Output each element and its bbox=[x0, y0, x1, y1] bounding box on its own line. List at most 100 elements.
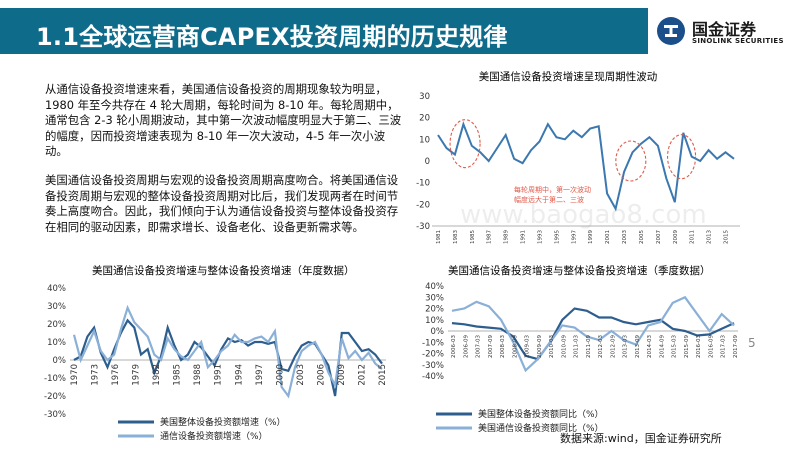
x-tick-label: 2003 bbox=[622, 230, 628, 244]
series-line-2 bbox=[72, 304, 383, 399]
y-tick-label: -30 bbox=[416, 222, 430, 232]
x-tick-label: 2016-09 bbox=[709, 335, 715, 358]
x-tick-label: 1970 bbox=[70, 364, 80, 386]
x-tick-label: 1981 bbox=[436, 230, 442, 244]
x-tick-label: 2008-09 bbox=[512, 335, 518, 358]
x-tick-label: 2011 bbox=[690, 230, 696, 244]
x-tick-label: 2012 bbox=[358, 364, 368, 386]
legend-label-1: 美国整体设备投资额增速（%） bbox=[160, 416, 286, 428]
y-tick-label: 40% bbox=[47, 284, 66, 294]
y-tick-label: -40% bbox=[422, 372, 444, 382]
x-tick-label: 1987 bbox=[487, 230, 493, 244]
x-tick-label: 1976 bbox=[111, 364, 121, 386]
series-line-2 bbox=[451, 295, 735, 373]
header: 1.1全球运营商CAPEX投资周期的历史规律 国金证券 SINOLINK SEC… bbox=[0, 0, 800, 62]
x-tick-label: 2012-09 bbox=[610, 335, 616, 358]
logo-text-cn: 国金证券 bbox=[692, 20, 757, 39]
x-tick-label: 2007-09 bbox=[488, 335, 494, 358]
y-tick-label: -20% bbox=[422, 350, 444, 360]
y-tick-label: 20% bbox=[47, 320, 66, 330]
x-tick-label: 2001 bbox=[605, 230, 611, 244]
annotation-text-line-1: 每轮周期中，第一次波动 bbox=[514, 185, 591, 194]
x-tick-label: 2009-03 bbox=[525, 335, 531, 358]
y-tick-label: 20% bbox=[425, 305, 444, 315]
y-tick-label: -30% bbox=[44, 410, 66, 420]
body-paragraph-2: 美国通信设备投资周期与宏观的设备投资周期高度吻合。将美国通信设备投资周期与宏观的… bbox=[45, 173, 399, 234]
y-tick-label: -30% bbox=[422, 361, 444, 371]
x-tick-label: 2009-09 bbox=[537, 335, 543, 358]
y-tick-label: 10% bbox=[425, 316, 444, 326]
x-tick-label: 1985 bbox=[470, 230, 476, 244]
company-logo: 国金证券 SINOLINK SECURITIES bbox=[656, 14, 796, 50]
x-tick-label: 2008-03 bbox=[500, 335, 506, 358]
x-tick-label: 2013-03 bbox=[623, 335, 629, 358]
chart-title: 美国通信设备投资增速呈现周期性波动 bbox=[479, 70, 658, 83]
x-tick-label: 2009 bbox=[337, 364, 347, 386]
x-tick-label: 1995 bbox=[554, 230, 560, 244]
page-title: 1.1全球运营商CAPEX投资周期的历史规律 bbox=[36, 23, 508, 51]
y-tick-label: -20 bbox=[416, 200, 430, 210]
x-tick-label: 2017-03 bbox=[721, 335, 727, 358]
x-tick-label: 2011-03 bbox=[574, 335, 580, 358]
x-tick-label: 2009 bbox=[673, 230, 679, 244]
x-tick-label: 2016-03 bbox=[696, 335, 702, 358]
y-tick-label: 30% bbox=[47, 302, 66, 312]
x-tick-label: 1973 bbox=[91, 364, 101, 386]
y-tick-label: 20 bbox=[419, 114, 430, 124]
y-tick-label: -10% bbox=[44, 374, 66, 384]
chart-title: 美国通信设备投资增速与整体设备投资增速（年度数据） bbox=[92, 264, 355, 277]
y-tick-label: -10 bbox=[416, 179, 430, 189]
series-line bbox=[437, 121, 735, 212]
series-line-1 bbox=[451, 307, 735, 361]
logo-mark-icon bbox=[657, 17, 685, 45]
y-tick-label: -20% bbox=[44, 392, 66, 402]
x-tick-label: 2000 bbox=[275, 364, 285, 386]
chart-quarterly: 美国通信设备投资增速与整体设备投资增速（季度数据） 40%30% 20%10%0% -… bbox=[422, 264, 739, 434]
annotation-circle bbox=[615, 140, 647, 182]
x-tick-label: 1993 bbox=[538, 230, 544, 244]
x-tick-label: 2017-09 bbox=[733, 335, 739, 358]
x-tick-label: 1982 bbox=[152, 364, 162, 386]
page-number: 5 bbox=[748, 336, 756, 350]
x-tick-label: 1991 bbox=[521, 230, 527, 244]
x-tick-label: 2007 bbox=[656, 230, 662, 244]
x-tick-label: 1997 bbox=[255, 364, 265, 386]
x-tick-label: 2015-03 bbox=[672, 335, 678, 358]
y-tick-label: 0% bbox=[431, 327, 445, 337]
x-tick-label: 2005 bbox=[639, 230, 645, 244]
x-tick-label: 1988 bbox=[193, 364, 203, 386]
body-paragraph-1: 从通信设备投资增速来看，美国通信设备投资的周期现象较为明显，1980 年至今共存… bbox=[45, 82, 402, 158]
x-tick-label: 2015-09 bbox=[684, 335, 690, 358]
x-tick-label: 1991 bbox=[214, 364, 224, 386]
x-tick-label: 1994 bbox=[234, 364, 244, 386]
x-tick-label: 1983 bbox=[453, 230, 459, 244]
y-tick-label: 40% bbox=[425, 282, 444, 292]
x-tick-label: 2010-09 bbox=[561, 335, 567, 358]
x-tick-label: 2014-03 bbox=[647, 335, 653, 358]
x-tick-label: 2014-09 bbox=[659, 335, 665, 358]
legend-label-2: 美国通信设备投资额同比（%） bbox=[478, 422, 604, 434]
x-tick-label: 2006-03 bbox=[451, 335, 457, 358]
x-tick-label: 2006 bbox=[316, 364, 326, 386]
x-tick-label: 2013 bbox=[707, 230, 713, 244]
x-tick-label: 2013-09 bbox=[635, 335, 641, 358]
x-tick-label: 2015 bbox=[724, 230, 730, 244]
y-tick-label: 0% bbox=[53, 356, 67, 366]
y-tick-label: 30% bbox=[425, 293, 444, 303]
x-tick-label: 1979 bbox=[132, 364, 142, 386]
x-tick-label: 2010-03 bbox=[549, 335, 555, 358]
x-tick-label: 1997 bbox=[571, 230, 577, 244]
x-tick-label: 1989 bbox=[504, 230, 510, 244]
chart-cycle: 美国通信设备投资增速呈现周期性波动 30 20 10 0 -10 -20 -30 1981 198… bbox=[416, 70, 740, 244]
x-tick-label: 1999 bbox=[588, 230, 594, 244]
x-tick-label: 2012-03 bbox=[598, 335, 604, 358]
y-tick-label: 0 bbox=[425, 157, 430, 167]
x-tick-label: 2003 bbox=[296, 364, 306, 386]
y-tick-label: 30 bbox=[419, 92, 430, 102]
x-tick-label: 2007-03 bbox=[476, 335, 482, 358]
chart-title: 美国通信设备投资增速与整体设备投资增速（季度数据） bbox=[448, 264, 711, 277]
legend-label-1: 美国整体设备投资额同比（%） bbox=[478, 408, 604, 420]
y-tick-label: 10% bbox=[47, 338, 66, 348]
watermark: www.baogao8.com bbox=[460, 200, 707, 230]
logo-text-en: SINOLINK SECURITIES bbox=[692, 37, 784, 45]
